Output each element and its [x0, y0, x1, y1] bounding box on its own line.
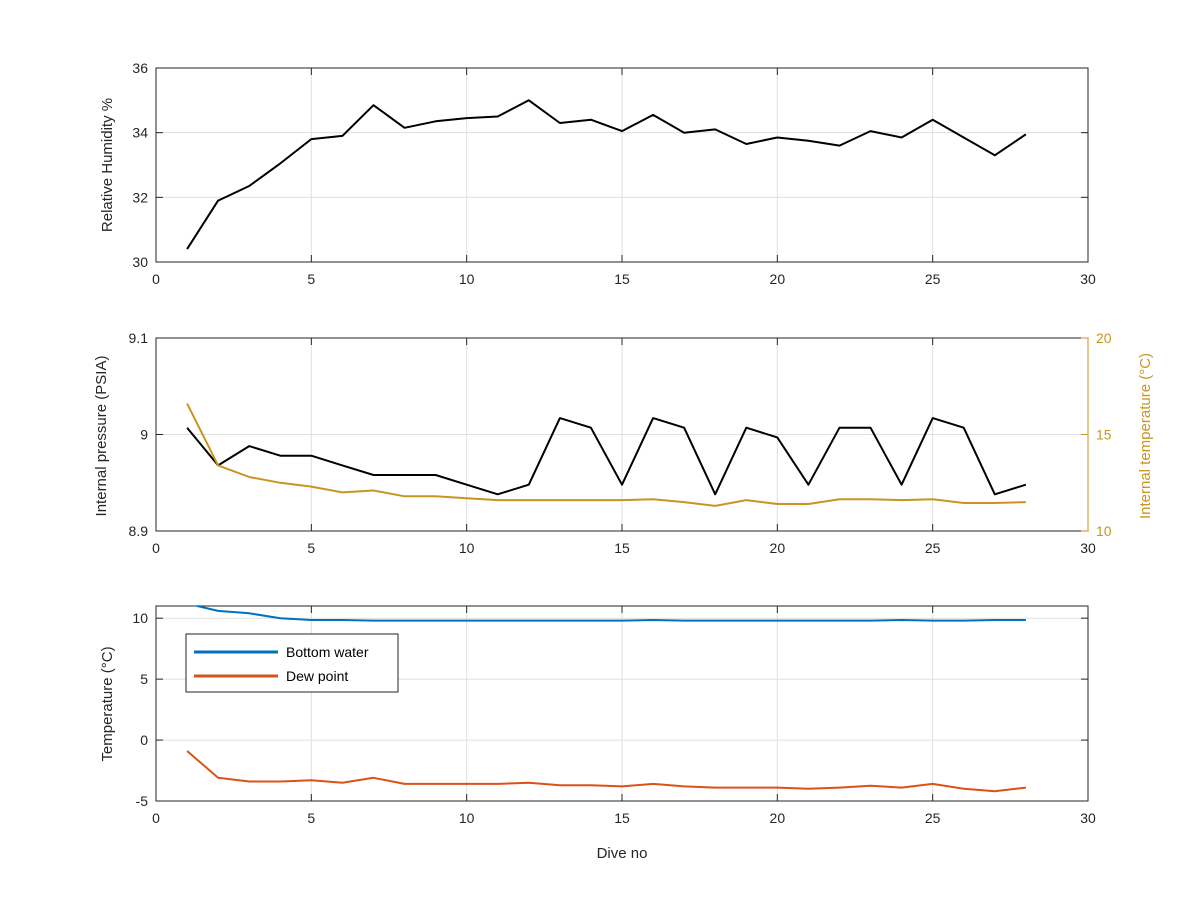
- x-tick-label: 15: [614, 271, 630, 287]
- x-tick-label: 25: [925, 810, 941, 826]
- series-line-humidity-0: [186, 99, 1027, 250]
- y2-tick-label: 20: [1096, 330, 1112, 346]
- x-tick-label: 15: [614, 810, 630, 826]
- series-line-pressure-0: [186, 417, 1027, 496]
- panel-pressure-series: [186, 403, 1027, 507]
- y-tick-label: 30: [132, 254, 148, 270]
- y-tick-label: 34: [132, 125, 148, 141]
- y2-tick-label: 10: [1096, 523, 1112, 539]
- y-tick-label: 10: [132, 610, 148, 626]
- series-line-bottom-water: [192, 606, 1026, 622]
- panel-temperature-ylabel: Temperature (°C): [99, 646, 116, 761]
- x-tick-label: 30: [1080, 540, 1096, 556]
- y-tick-label: -5: [136, 793, 149, 809]
- x-tick-label: 5: [307, 271, 315, 287]
- panel-temperature-series: [186, 606, 1027, 793]
- panel-pressure: 0 5 10 15 20 25 30 8.9 9 9.1 10 15 20 Internal press…: [93, 330, 1154, 556]
- legend-label-dew-point: Dew point: [286, 668, 348, 684]
- x-tick-label: 0: [152, 540, 160, 556]
- panel-humidity-ticks: 0 5 10 15 20 25 30 30 32 34 36: [132, 60, 1096, 287]
- x-tick-label: 20: [770, 540, 786, 556]
- y-tick-label: 32: [132, 189, 148, 205]
- x-tick-label: 20: [770, 810, 786, 826]
- legend-box: [185, 633, 399, 693]
- legend: Bottom water Dew point: [185, 633, 399, 693]
- x-tick-label: 0: [152, 810, 160, 826]
- x-tick-label: 25: [925, 271, 941, 287]
- series-line-dew-point: [186, 750, 1027, 793]
- x-tick-label: 15: [614, 540, 630, 556]
- series-line-pressure-1: [186, 403, 1026, 507]
- y-tick-label: 8.9: [129, 523, 149, 539]
- panel-pressure-ticks: 0 5 10 15 20 25 30 8.9 9 9.1 10 15 20: [129, 330, 1112, 556]
- x-tick-label: 30: [1080, 810, 1096, 826]
- x-tick-label: 20: [770, 271, 786, 287]
- panel-humidity: 0 5 10 15 20 25 30 30 32 34 36 Relative Humidity %: [99, 60, 1096, 287]
- x-tick-label: 25: [925, 540, 941, 556]
- x-tick-label: 10: [459, 810, 475, 826]
- y-tick-label: 9: [140, 427, 148, 443]
- x-tick-label: 5: [307, 810, 315, 826]
- panel-pressure-ylabel: Internal pressure (PSIA): [93, 356, 110, 517]
- x-tick-label: 10: [459, 540, 475, 556]
- panel-pressure-y2label: Internal temperature (°C): [1137, 353, 1154, 519]
- panel-humidity-series: [186, 99, 1027, 250]
- x-tick-label: 10: [459, 271, 475, 287]
- x-tick-label: 0: [152, 271, 160, 287]
- x-tick-label: 5: [307, 540, 315, 556]
- x-tick-label: 30: [1080, 271, 1096, 287]
- y-tick-label: 36: [132, 60, 148, 76]
- y2-tick-label: 15: [1096, 427, 1112, 443]
- y-tick-label: 9.1: [129, 330, 149, 346]
- panel-humidity-grid: [156, 68, 1088, 262]
- panel-temperature-grid: [156, 606, 1088, 801]
- y-tick-label: 5: [140, 671, 148, 687]
- y-tick-label: 0: [140, 732, 148, 748]
- panel-temperature-xlabel: Dive no: [597, 845, 648, 862]
- legend-label-bottom-water: Bottom water: [286, 644, 369, 660]
- panel-humidity-ylabel: Relative Humidity %: [99, 98, 116, 232]
